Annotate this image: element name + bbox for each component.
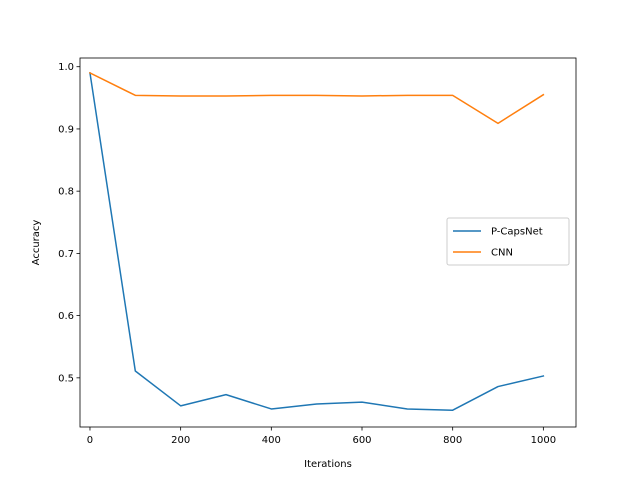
y-axis: 0.5 0.6 0.7 0.8 0.9 1.0 xyxy=(58,62,80,384)
legend: P-CapsNet CNN xyxy=(446,217,570,266)
plot-frame xyxy=(79,57,577,428)
x-axis: 0 200 400 600 800 1000 xyxy=(87,427,556,446)
y-tick-label: 0.7 xyxy=(58,249,74,260)
series-line-cnn xyxy=(88,71,545,125)
y-tick-label: 0.5 xyxy=(58,373,74,384)
legend-label-cnn: CNN xyxy=(491,248,513,259)
series-layer xyxy=(88,71,545,411)
x-tick-label: 0 xyxy=(87,435,93,446)
y-tick-label: 0.6 xyxy=(58,311,74,322)
y-tick-label: 0.9 xyxy=(58,124,74,135)
y-tick-label: 1.0 xyxy=(58,62,74,73)
x-tick-label: 800 xyxy=(443,435,462,446)
x-tick-label: 1000 xyxy=(531,435,556,446)
y-tick-label: 0.8 xyxy=(58,187,74,198)
y-axis-label: Accuracy xyxy=(31,220,42,266)
x-tick-label: 400 xyxy=(262,435,281,446)
legend-box xyxy=(446,217,570,266)
x-tick-label: 200 xyxy=(171,435,190,446)
legend-label-p-capsnet: P-CapsNet xyxy=(491,227,543,238)
x-axis-label: Iterations xyxy=(304,459,352,470)
x-tick-label: 600 xyxy=(352,435,371,446)
series-line-p-capsnet xyxy=(89,72,545,411)
